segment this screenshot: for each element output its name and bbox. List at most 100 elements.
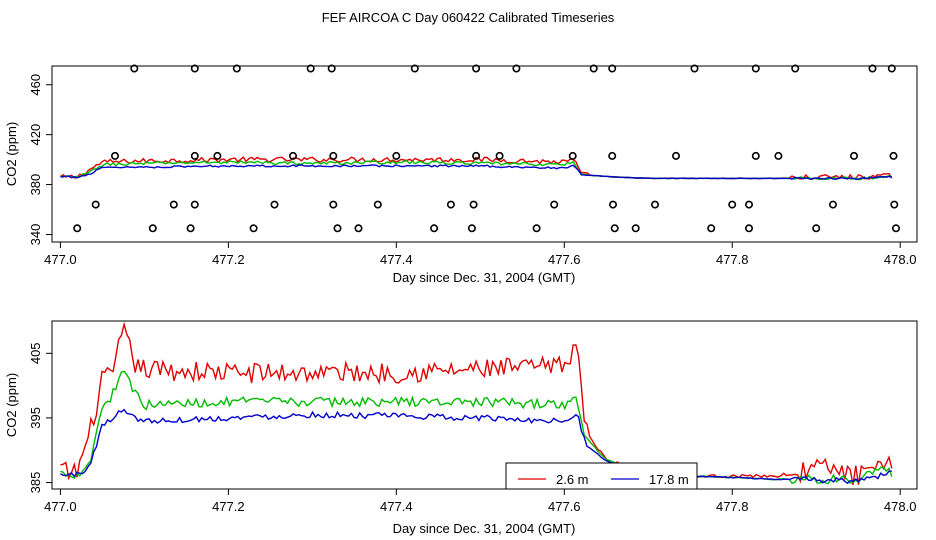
reference-point: [610, 224, 619, 233]
reference-point: [589, 64, 598, 73]
x-tick-label: 477.2: [212, 252, 245, 267]
reference-point: [568, 151, 577, 160]
legend-label-17-8m: 17.8 m: [649, 472, 689, 487]
x-tick-label: 477.4: [380, 252, 413, 267]
reference-point: [430, 224, 439, 233]
reference-point: [495, 151, 504, 160]
reference-point: [744, 200, 753, 209]
x-tick-label: 477.6: [548, 252, 581, 267]
figure-title: FEF AIRCOA C Day 060422 Calibrated Times…: [322, 10, 615, 25]
reference-point: [446, 200, 455, 209]
top-x-axis-label: Day since Dec. 31, 2004 (GMT): [393, 270, 576, 285]
reference-point: [671, 151, 680, 160]
reference-point: [751, 64, 760, 73]
reference-point: [190, 151, 199, 160]
x-tick-label: 477.8: [716, 499, 749, 514]
reference-point: [868, 64, 877, 73]
reference-point: [887, 64, 896, 73]
reference-point: [190, 200, 199, 209]
x-tick-label: 477.0: [44, 499, 77, 514]
reference-point: [631, 224, 640, 233]
reference-point: [744, 224, 753, 233]
bottom-panel: 477.0 477.2 477.4 477.6 477.8 478.0385395405 …: [4, 320, 918, 536]
y-tick-label: 380: [28, 174, 43, 196]
top-series-lines: [60, 156, 893, 181]
x-tick-label: 477.0: [44, 252, 77, 267]
y-tick-label: 420: [28, 124, 43, 146]
reference-point: [650, 200, 659, 209]
x-tick-label: 477.2: [212, 499, 245, 514]
reference-point: [91, 200, 100, 209]
reference-point: [550, 200, 559, 209]
reference-point: [130, 64, 139, 73]
reference-point: [849, 151, 858, 160]
y-tick-label: 395: [28, 407, 43, 429]
series-mid-height-line: [60, 160, 892, 181]
y-tick-label: 385: [28, 472, 43, 494]
legend-label-2-6m: 2.6 m: [556, 472, 589, 487]
reference-point: [751, 151, 760, 160]
reference-point: [812, 224, 821, 233]
reference-point: [186, 224, 195, 233]
reference-point: [608, 151, 617, 160]
reference-point: [890, 200, 899, 209]
reference-point: [512, 64, 521, 73]
bottom-y-axis-label: CO2 (ppm): [4, 373, 19, 437]
reference-point: [472, 151, 481, 160]
reference-point: [828, 200, 837, 209]
series-2-6m-line: [60, 156, 893, 180]
reference-point: [373, 200, 382, 209]
series-2-6m-line: [60, 321, 893, 486]
reference-point: [707, 224, 716, 233]
reference-point: [608, 200, 617, 209]
y-tick-label: 340: [28, 224, 43, 246]
reference-point: [249, 224, 258, 233]
reference-point: [213, 151, 222, 160]
reference-point: [891, 224, 900, 233]
reference-point: [169, 200, 178, 209]
reference-point: [728, 200, 737, 209]
reference-point: [410, 64, 419, 73]
reference-point: [148, 224, 157, 233]
top-axis-ticks: 477.0 477.2 477.4 477.6 477.8 478.0 340 380 420 4…: [28, 74, 916, 267]
x-tick-label: 478.0: [884, 499, 917, 514]
reference-point: [472, 64, 481, 73]
reference-point: [232, 64, 241, 73]
reference-point: [774, 151, 783, 160]
bottom-x-axis-label: Day since Dec. 31, 2004 (GMT): [393, 521, 576, 536]
series-17-8m-line: [60, 164, 893, 181]
bottom-plot-frame: [51, 320, 918, 490]
top-plot-frame: [51, 65, 918, 243]
x-tick-label: 477.4: [380, 499, 413, 514]
reference-point: [288, 151, 297, 160]
reference-point: [354, 224, 363, 233]
reference-point: [690, 64, 699, 73]
top-panel: 477.0 477.2 477.4 477.6 477.8 478.0 340 380 420 4…: [4, 64, 918, 285]
reference-point: [392, 151, 401, 160]
reference-point: [73, 224, 82, 233]
reference-point: [333, 224, 342, 233]
series-17-8m-line: [60, 408, 892, 485]
x-tick-label: 478.0: [884, 252, 917, 267]
reference-point: [608, 64, 617, 73]
reference-point: [791, 64, 800, 73]
reference-point: [327, 64, 336, 73]
reference-point: [190, 64, 199, 73]
reference-point: [469, 200, 478, 209]
reference-point: [532, 224, 541, 233]
x-tick-label: 477.8: [716, 252, 749, 267]
reference-point: [467, 224, 476, 233]
reference-point: [270, 200, 279, 209]
reference-point: [329, 200, 338, 209]
x-tick-label: 477.6: [548, 499, 581, 514]
y-tick-label: 405: [28, 342, 43, 364]
top-reference-points: [73, 64, 900, 233]
y-tick-label: 460: [28, 74, 43, 96]
reference-point: [889, 151, 898, 160]
legend: 2.6 m 17.8 m: [505, 462, 698, 490]
reference-point: [329, 151, 338, 160]
bottom-axis-ticks: 477.0 477.2 477.4 477.6 477.8 478.0 385 395 405: [28, 342, 916, 514]
series-mid-height-line: [60, 370, 893, 485]
bottom-series-lines: [60, 321, 893, 486]
